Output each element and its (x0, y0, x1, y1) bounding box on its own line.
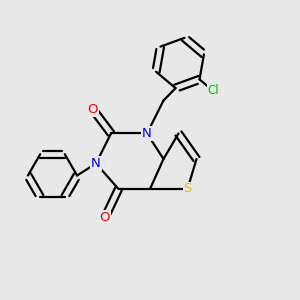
Text: O: O (100, 211, 110, 224)
Text: N: N (91, 157, 101, 170)
Text: O: O (88, 103, 98, 116)
Text: Cl: Cl (208, 85, 219, 98)
Text: N: N (142, 127, 152, 140)
Text: S: S (183, 182, 192, 196)
